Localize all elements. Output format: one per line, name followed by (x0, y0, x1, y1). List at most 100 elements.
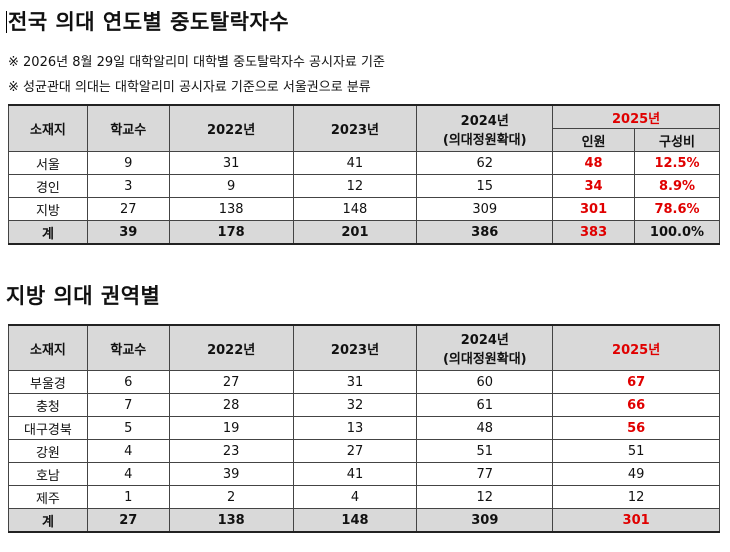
cell-2024: 15 (416, 174, 554, 198)
cell-2023: 32 (292, 393, 418, 417)
cell-2024: 77 (416, 462, 554, 486)
cell-region: 호남 (8, 462, 88, 486)
col-header-2024-note: (의대정원확대) (442, 352, 527, 367)
cell-2025: 301 (552, 508, 720, 533)
table-row: 충청 7 28 32 61 66 (8, 393, 720, 417)
table-row: 지방 27 138 148 309 301 78.6% (8, 197, 720, 221)
cell-2022: 2 (168, 485, 294, 509)
cell-2023: 31 (292, 370, 418, 394)
cell-region: 부울경 (8, 370, 88, 394)
cell-2024: 309 (416, 197, 554, 221)
cell-region: 계 (8, 220, 88, 245)
header-row: 소재지 학교수 2022년 2023년 2024년 (의대정원확대) 2025년 (8, 324, 720, 371)
cell-region: 충청 (8, 393, 88, 417)
cell-region: 지방 (8, 197, 88, 221)
page-title: 전국 의대 연도별 중도탈락자수 (6, 6, 289, 36)
cell-region: 계 (8, 508, 88, 533)
col-header-2025: 2025년 (552, 104, 720, 129)
table-row: 부울경 6 27 31 60 67 (8, 370, 720, 394)
cell-2025: 383 (552, 220, 635, 245)
cell-2024: 62 (416, 151, 554, 175)
cell-region: 대구경북 (8, 416, 88, 440)
cell-2022: 23 (168, 439, 294, 463)
col-header-2024-year: 2024년 (460, 113, 509, 129)
header-row: 소재지 학교수 2022년 2023년 2024년 (의대정원확대) 2025년 (8, 104, 720, 152)
cell-2024: 12 (416, 485, 554, 509)
cell-2022: 138 (168, 508, 294, 533)
col-header-2024-year: 2024년 (460, 333, 509, 348)
total-row: 계 27 138 148 309 301 (8, 508, 720, 533)
cell-share: 100.0% (634, 220, 720, 245)
cell-schools: 1 (86, 485, 170, 509)
cell-2025: 48 (552, 151, 635, 175)
cell-2025: 12 (552, 485, 720, 509)
cell-2023: 41 (292, 462, 418, 486)
cell-2023: 13 (292, 416, 418, 440)
table-row: 제주 1 2 4 12 12 (8, 485, 720, 509)
col-header-schools: 학교수 (86, 104, 170, 152)
cell-schools: 27 (86, 197, 170, 221)
cell-schools: 39 (86, 220, 170, 245)
cell-2022: 28 (168, 393, 294, 417)
cell-2024: 61 (416, 393, 554, 417)
col-header-2023: 2023년 (292, 324, 418, 371)
table-row: 서울 9 31 41 62 48 12.5% (8, 151, 720, 175)
cell-2022: 138 (168, 197, 294, 221)
table-row: 강원 4 23 27 51 51 (8, 439, 720, 463)
text-cursor (6, 11, 7, 33)
cell-2025: 51 (552, 439, 720, 463)
cell-2025: 67 (552, 370, 720, 394)
cell-2022: 19 (168, 416, 294, 440)
notes: ※ 2026년 8월 29일 대학알리미 대학별 중도탈락자수 공시자료 기준 … (8, 50, 385, 100)
total-row: 계 39 178 201 386 383 100.0% (8, 220, 720, 245)
col-header-region: 소재지 (8, 324, 88, 371)
cell-2025: 49 (552, 462, 720, 486)
cell-schools: 6 (86, 370, 170, 394)
col-header-2022: 2022년 (168, 104, 294, 152)
cell-schools: 4 (86, 462, 170, 486)
col-header-2024: 2024년 (의대정원확대) (416, 324, 554, 371)
col-header-2025-share: 구성비 (634, 128, 720, 152)
cell-region: 서울 (8, 151, 88, 175)
col-header-schools: 학교수 (86, 324, 170, 371)
cell-2022: 9 (168, 174, 294, 198)
table-row: 경인 3 9 12 15 34 8.9% (8, 174, 720, 198)
table-row: 대구경북 5 19 13 48 56 (8, 416, 720, 440)
cell-2023: 148 (292, 197, 418, 221)
cell-2022: 27 (168, 370, 294, 394)
cell-2025: 56 (552, 416, 720, 440)
cell-2025: 34 (552, 174, 635, 198)
cell-region: 제주 (8, 485, 88, 509)
section-title: 지방 의대 권역별 (6, 284, 161, 308)
col-header-2025-count: 인원 (552, 128, 635, 152)
cell-schools: 27 (86, 508, 170, 533)
col-header-2024: 2024년 (의대정원확대) (416, 104, 554, 152)
col-header-2024-note: (의대정원확대) (442, 132, 527, 148)
cell-2025: 301 (552, 197, 635, 221)
cell-2022: 178 (168, 220, 294, 245)
col-header-2023: 2023년 (292, 104, 418, 152)
cell-2023: 201 (292, 220, 418, 245)
note-line: ※ 2026년 8월 29일 대학알리미 대학별 중도탈락자수 공시자료 기준 (8, 55, 385, 70)
cell-2025: 66 (552, 393, 720, 417)
cell-2024: 48 (416, 416, 554, 440)
col-header-region: 소재지 (8, 104, 88, 152)
regional-table: 소재지 학교수 2022년 2023년 2024년 (의대정원확대) 2025년 … (8, 324, 720, 533)
cell-share: 78.6% (634, 197, 720, 221)
cell-2023: 148 (292, 508, 418, 533)
cell-2022: 39 (168, 462, 294, 486)
cell-schools: 4 (86, 439, 170, 463)
cell-2024: 60 (416, 370, 554, 394)
col-header-2022: 2022년 (168, 324, 294, 371)
cell-schools: 9 (86, 151, 170, 175)
cell-share: 12.5% (634, 151, 720, 175)
cell-2024: 309 (416, 508, 554, 533)
cell-schools: 7 (86, 393, 170, 417)
cell-share: 8.9% (634, 174, 720, 198)
cell-region: 강원 (8, 439, 88, 463)
col-header-2025: 2025년 (552, 324, 720, 371)
cell-2023: 41 (292, 151, 418, 175)
cell-schools: 3 (86, 174, 170, 198)
cell-2022: 31 (168, 151, 294, 175)
title-text: 전국 의대 연도별 중도탈락자수 (8, 10, 290, 34)
